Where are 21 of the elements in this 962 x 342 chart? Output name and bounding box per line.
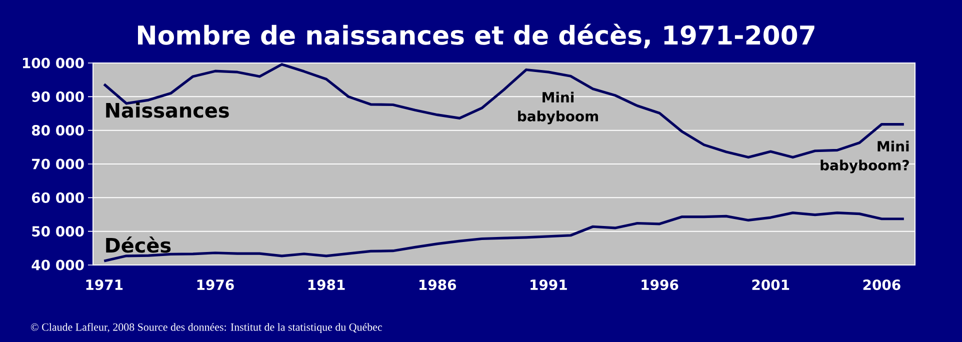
- chart-title: Nombre de naissances et de décès, 1971-2007: [138, 24, 814, 48]
- y-tick-label: 90 000: [32, 91, 84, 102]
- y-tick-label: 70 000: [32, 158, 84, 170]
- text: © Claude Lafleur, 2008 Source des données: Institut de la statistique du Québec: [30, 322, 382, 334]
- x-tick-label: 1986: [420, 280, 456, 290]
- y-tick-label: 40 000: [32, 260, 84, 270]
- x-tick-label: 1981: [308, 280, 345, 290]
- x-tick-label: 1976: [197, 280, 234, 290]
- x-tick-label: 2001: [752, 280, 790, 290]
- x-tick-label: 1991: [530, 280, 567, 290]
- annotation: Mini babyboom?: [820, 140, 909, 174]
- y-tick-label: 80 000: [32, 125, 84, 136]
- x-tick-label: 1971: [86, 280, 123, 290]
- x-tick-label: 2006: [863, 280, 900, 290]
- y-tick-label: 50 000: [32, 226, 84, 237]
- annotation: Mini babyboom: [518, 92, 598, 124]
- y-tick-label: 100 000: [22, 58, 84, 68]
- y-tick-label: 60 000: [32, 192, 84, 203]
- x-tick-label: 1996: [642, 280, 678, 290]
- series-label: Naissances: [106, 102, 229, 118]
- series-label: Décès: [106, 236, 171, 253]
